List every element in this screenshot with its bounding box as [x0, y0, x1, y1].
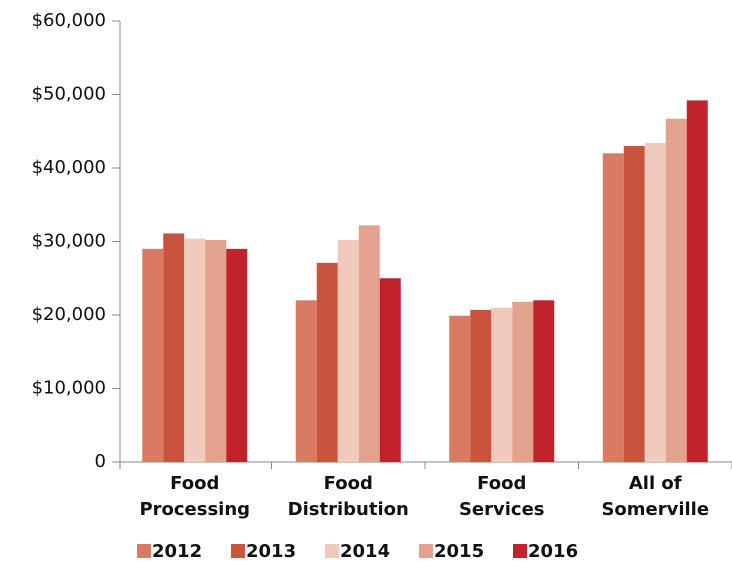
legend-label: 2014 — [340, 541, 390, 562]
bar — [358, 225, 380, 462]
y-tick-label: $40,000 — [32, 157, 106, 178]
bar — [142, 248, 164, 462]
legend-label: 2013 — [246, 541, 296, 562]
legend-swatch — [137, 544, 151, 558]
y-tick-label: $60,000 — [32, 10, 106, 31]
legend-swatch — [325, 544, 339, 558]
bar — [226, 248, 248, 462]
bar — [184, 238, 206, 462]
bar — [295, 300, 317, 462]
legend-swatch — [513, 544, 527, 558]
bar — [470, 309, 492, 462]
x-tick-label: Food Distribution — [288, 473, 409, 520]
legend-label: 2016 — [528, 541, 578, 562]
bar — [602, 153, 624, 463]
bar — [337, 240, 359, 462]
x-tick-label: All of Somerville — [601, 473, 709, 520]
bar — [491, 307, 513, 462]
bar — [512, 301, 534, 462]
legend-swatch — [419, 544, 433, 558]
bar — [163, 233, 185, 462]
x-tick-label: Food Processing — [139, 473, 250, 520]
bar — [379, 278, 401, 462]
bar — [623, 145, 645, 462]
y-tick-label: $50,000 — [32, 84, 106, 105]
y-tick-label: $20,000 — [32, 304, 106, 325]
bar — [316, 262, 338, 462]
x-tick-label: Food Services — [459, 473, 545, 520]
y-tick-label: $30,000 — [32, 231, 106, 252]
bar — [644, 143, 666, 462]
legend-label: 2015 — [434, 541, 484, 562]
y-tick-label: $10,000 — [32, 378, 106, 399]
legend-swatch — [231, 544, 245, 558]
legend-label: 2012 — [152, 541, 202, 562]
bar — [686, 100, 708, 462]
bar — [449, 315, 471, 462]
bar — [665, 118, 687, 462]
y-tick-label: 0 — [95, 451, 106, 472]
bar — [205, 240, 227, 462]
bar — [533, 300, 555, 462]
